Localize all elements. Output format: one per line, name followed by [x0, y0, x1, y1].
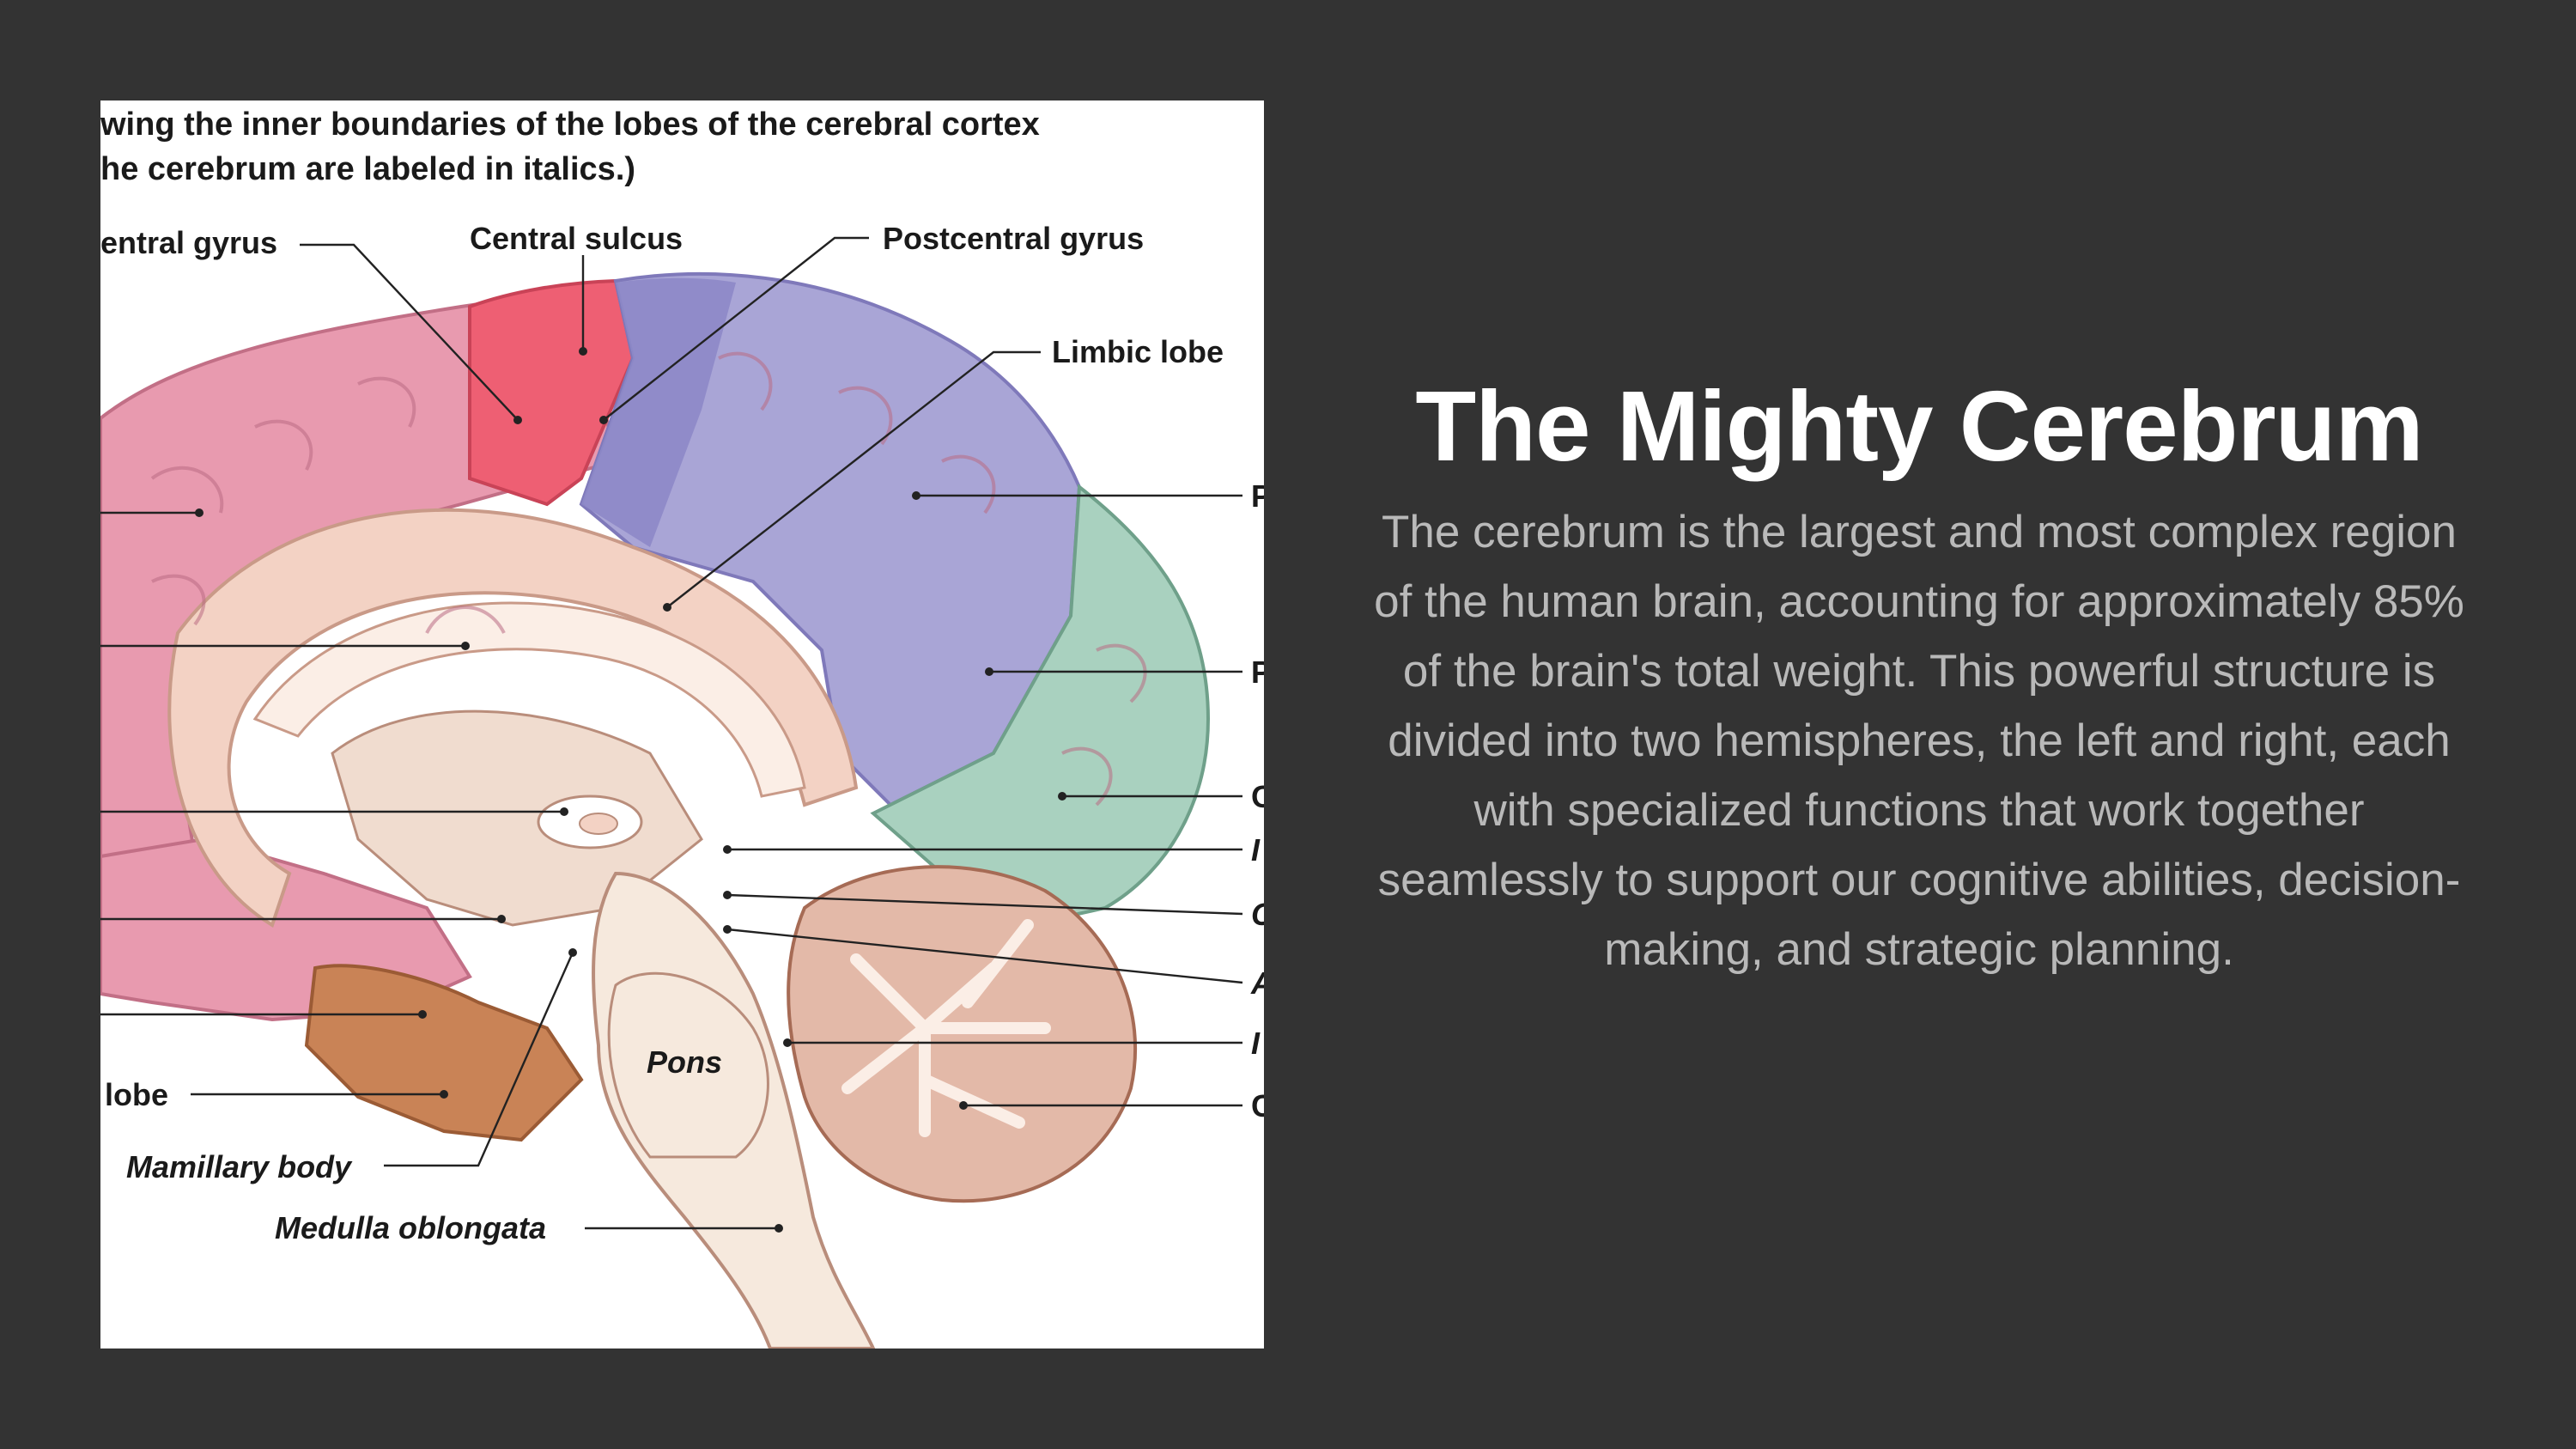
gyri-lines: [150, 351, 1147, 807]
label-limbic-lobe: Limbic lobe: [1052, 334, 1224, 369]
adhesion-core: [579, 813, 618, 835]
label-central-sulcus: Central sulcus: [470, 221, 683, 256]
temporal-lobe: [304, 964, 584, 1142]
slide-body: The cerebrum is the largest and most com…: [1374, 507, 2464, 976]
leader-precentral: [300, 243, 519, 421]
label-right-cut-4: I: [1251, 832, 1261, 868]
label-right-cut-5: C: [1251, 897, 1264, 932]
diencephalon: [331, 709, 703, 927]
label-right-cut-2: P: [1251, 654, 1264, 690]
cerebellum-arbor: [841, 919, 1051, 1137]
label-right-cut-1: P: [1251, 478, 1264, 514]
label-medulla-oblongata: Medulla oblongata: [275, 1210, 546, 1245]
leader-right-6: [726, 928, 1243, 984]
label-temporal-lobe: lobe: [105, 1077, 168, 1112]
text-column: The Mighty Cerebrum The cerebrum is the …: [1365, 369, 2473, 984]
label-precentral-gyrus: entral gyrus: [100, 225, 277, 260]
label-pons: Pons: [647, 1044, 722, 1080]
corpus-callosum: [252, 601, 806, 798]
label-right-cut-3: O: [1251, 779, 1264, 814]
occipital-lobe: [870, 484, 1211, 928]
leader-mamillary: [384, 952, 574, 1167]
slide-title: The Mighty Cerebrum: [1415, 370, 2423, 482]
leader-postcentral: [603, 236, 869, 421]
brain-diagram: wing the inner boundaries of the lobes o…: [100, 100, 1264, 1349]
leader-limbic: [666, 350, 1041, 608]
pons: [607, 971, 769, 1159]
leader-right-5: [726, 893, 1243, 916]
limbic-lobe: [167, 508, 859, 928]
figure-caption-line-1: wing the inner boundaries of the lobes o…: [100, 107, 1040, 143]
label-mamillary-body: Mamillary body: [126, 1149, 353, 1184]
label-right-cut-8: C: [1251, 1088, 1264, 1123]
label-right-cut-6: A: [1250, 965, 1264, 1001]
label-right-cut-7: I: [1251, 1026, 1261, 1061]
label-postcentral-gyrus: Postcentral gyrus: [883, 221, 1144, 256]
figure-caption-line-2: he cerebrum are labeled in italics.): [100, 151, 635, 187]
